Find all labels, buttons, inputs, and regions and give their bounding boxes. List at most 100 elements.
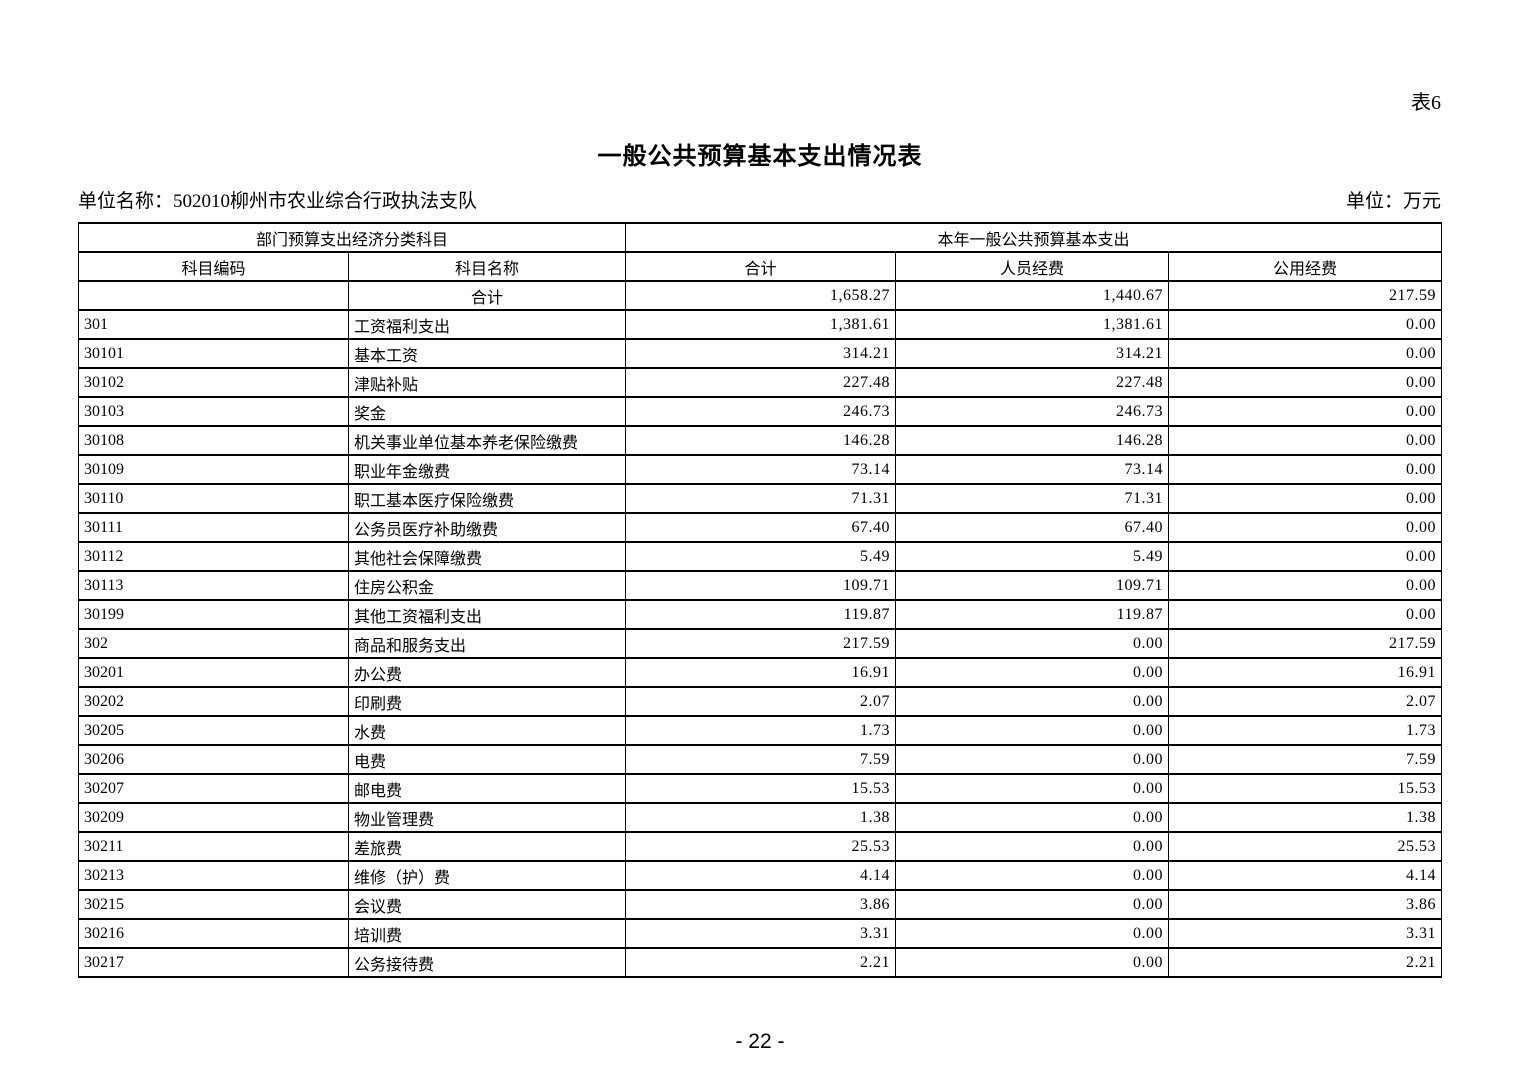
cell-personnel-funds: 109.71 (895, 570, 1170, 601)
cell-subject-name: 住房公积金 (347, 570, 627, 601)
cell-subject-name: 邮电费 (347, 773, 627, 804)
table-row: 30211 差旅费 25.53 0.00 25.53 (78, 831, 1443, 862)
budget-table: 部门预算支出经济分类科目 本年一般公共预算基本支出 科目编码 科目名称 合计 人… (77, 222, 1443, 978)
cell-subject-code: 30113 (78, 570, 349, 601)
cell-subject-name: 职工基本医疗保险缴费 (347, 483, 627, 514)
cell-total: 119.87 (625, 599, 897, 630)
cell-total: 2.21 (625, 947, 897, 978)
table-row: 30103 奖金 246.73 246.73 0.00 (78, 396, 1443, 427)
cell-personnel-funds: 1,381.61 (895, 309, 1170, 340)
table-row: 30209 物业管理费 1.38 0.00 1.38 (78, 802, 1443, 833)
cell-public-funds: 0.00 (1168, 309, 1443, 340)
column-header-personnel-funds: 人员经费 (895, 251, 1170, 282)
cell-public-funds: 0.00 (1168, 425, 1443, 456)
cell-public-funds: 0.00 (1168, 570, 1443, 601)
group-header-subject-classification: 部门预算支出经济分类科目 (77, 222, 627, 253)
cell-personnel-funds: 0.00 (895, 802, 1170, 833)
cell-public-funds: 15.53 (1168, 773, 1443, 804)
cell-personnel-funds: 67.40 (895, 512, 1170, 543)
cell-total: 71.31 (625, 483, 897, 514)
cell-total: 67.40 (625, 512, 897, 543)
cell-subject-code: 30211 (78, 831, 349, 862)
cell-total: 314.21 (625, 338, 897, 369)
cell-personnel-funds: 0.00 (895, 744, 1170, 775)
cell-subject-code: 301 (78, 309, 349, 340)
cell-subject-code: 30110 (78, 483, 349, 514)
table-row: 合计 1,658.27 1,440.67 217.59 (78, 280, 1443, 311)
cell-subject-name: 津贴补贴 (347, 367, 627, 398)
cell-personnel-funds: 119.87 (895, 599, 1170, 630)
column-header-row: 科目编码 科目名称 合计 人员经费 公用经费 (78, 251, 1443, 282)
cell-subject-code: 30205 (78, 715, 349, 746)
column-header-public-funds: 公用经费 (1168, 251, 1443, 282)
table-row: 30201 办公费 16.91 0.00 16.91 (78, 657, 1443, 688)
cell-public-funds: 0.00 (1168, 483, 1443, 514)
page-title: 一般公共预算基本支出情况表 (597, 144, 923, 170)
cell-personnel-funds: 0.00 (895, 715, 1170, 746)
cell-subject-code: 30102 (78, 367, 349, 398)
cell-subject-code: 30209 (78, 802, 349, 833)
cell-personnel-funds: 0.00 (895, 773, 1170, 804)
cell-personnel-funds: 0.00 (895, 918, 1170, 949)
cell-total: 73.14 (625, 454, 897, 485)
cell-public-funds: 16.91 (1168, 657, 1443, 688)
cell-subject-code: 30199 (78, 599, 349, 630)
table-row: 30111 公务员医疗补助缴费 67.40 67.40 0.00 (78, 512, 1443, 543)
cell-public-funds: 0.00 (1168, 541, 1443, 572)
cell-subject-name: 办公费 (347, 657, 627, 688)
page-number: - 22 - (735, 1030, 785, 1053)
cell-total: 146.28 (625, 425, 897, 456)
group-header-basic-expenditure: 本年一般公共预算基本支出 (625, 222, 1443, 253)
cell-public-funds: 2.21 (1168, 947, 1443, 978)
cell-subject-name: 水费 (347, 715, 627, 746)
cell-total: 3.86 (625, 889, 897, 920)
table-row: 30109 职业年金缴费 73.14 73.14 0.00 (78, 454, 1443, 485)
cell-total: 5.49 (625, 541, 897, 572)
column-header-subject-name: 科目名称 (347, 251, 627, 282)
cell-personnel-funds: 146.28 (895, 425, 1170, 456)
cell-subject-name: 印刷费 (347, 686, 627, 717)
cell-subject-name: 会议费 (347, 889, 627, 920)
table-row: 302 商品和服务支出 217.59 0.00 217.59 (78, 628, 1443, 659)
cell-subject-name: 合计 (347, 280, 627, 311)
cell-subject-code: 30213 (78, 860, 349, 891)
cell-subject-name: 公务员医疗补助缴费 (347, 512, 627, 543)
table-row: 301 工资福利支出 1,381.61 1,381.61 0.00 (78, 309, 1443, 340)
cell-total: 1.38 (625, 802, 897, 833)
cell-total: 3.31 (625, 918, 897, 949)
cell-total: 1.73 (625, 715, 897, 746)
cell-subject-name: 差旅费 (347, 831, 627, 862)
cell-public-funds: 25.53 (1168, 831, 1443, 862)
cell-subject-name: 维修（护）费 (347, 860, 627, 891)
cell-total: 246.73 (625, 396, 897, 427)
table-row: 30205 水费 1.73 0.00 1.73 (78, 715, 1443, 746)
cell-subject-code: 30108 (78, 425, 349, 456)
cell-subject-name: 物业管理费 (347, 802, 627, 833)
cell-subject-name: 其他社会保障缴费 (347, 541, 627, 572)
cell-total: 25.53 (625, 831, 897, 862)
cell-total: 1,658.27 (625, 280, 897, 311)
cell-subject-name: 机关事业单位基本养老保险缴费 (347, 425, 627, 456)
cell-subject-code: 30101 (78, 338, 349, 369)
cell-subject-code: 30206 (78, 744, 349, 775)
cell-personnel-funds: 0.00 (895, 686, 1170, 717)
cell-personnel-funds: 0.00 (895, 657, 1170, 688)
cell-total: 227.48 (625, 367, 897, 398)
cell-subject-name: 电费 (347, 744, 627, 775)
table-number-label: 表6 (1411, 92, 1441, 114)
table-row: 30216 培训费 3.31 0.00 3.31 (78, 918, 1443, 949)
cell-public-funds: 2.07 (1168, 686, 1443, 717)
table-row: 30113 住房公积金 109.71 109.71 0.00 (78, 570, 1443, 601)
cell-personnel-funds: 5.49 (895, 541, 1170, 572)
cell-personnel-funds: 0.00 (895, 860, 1170, 891)
cell-subject-code: 30217 (78, 947, 349, 978)
unit-name-label: 单位名称：502010柳州市农业综合行政执法支队 (78, 191, 478, 212)
table-row: 30199 其他工资福利支出 119.87 119.87 0.00 (78, 599, 1443, 630)
cell-public-funds: 217.59 (1168, 628, 1443, 659)
cell-subject-code (78, 280, 349, 311)
column-header-total: 合计 (625, 251, 897, 282)
meta-row: 单位名称：502010柳州市农业综合行政执法支队 单位：万元 (78, 189, 1441, 216)
cell-public-funds: 0.00 (1168, 396, 1443, 427)
cell-subject-code: 30109 (78, 454, 349, 485)
